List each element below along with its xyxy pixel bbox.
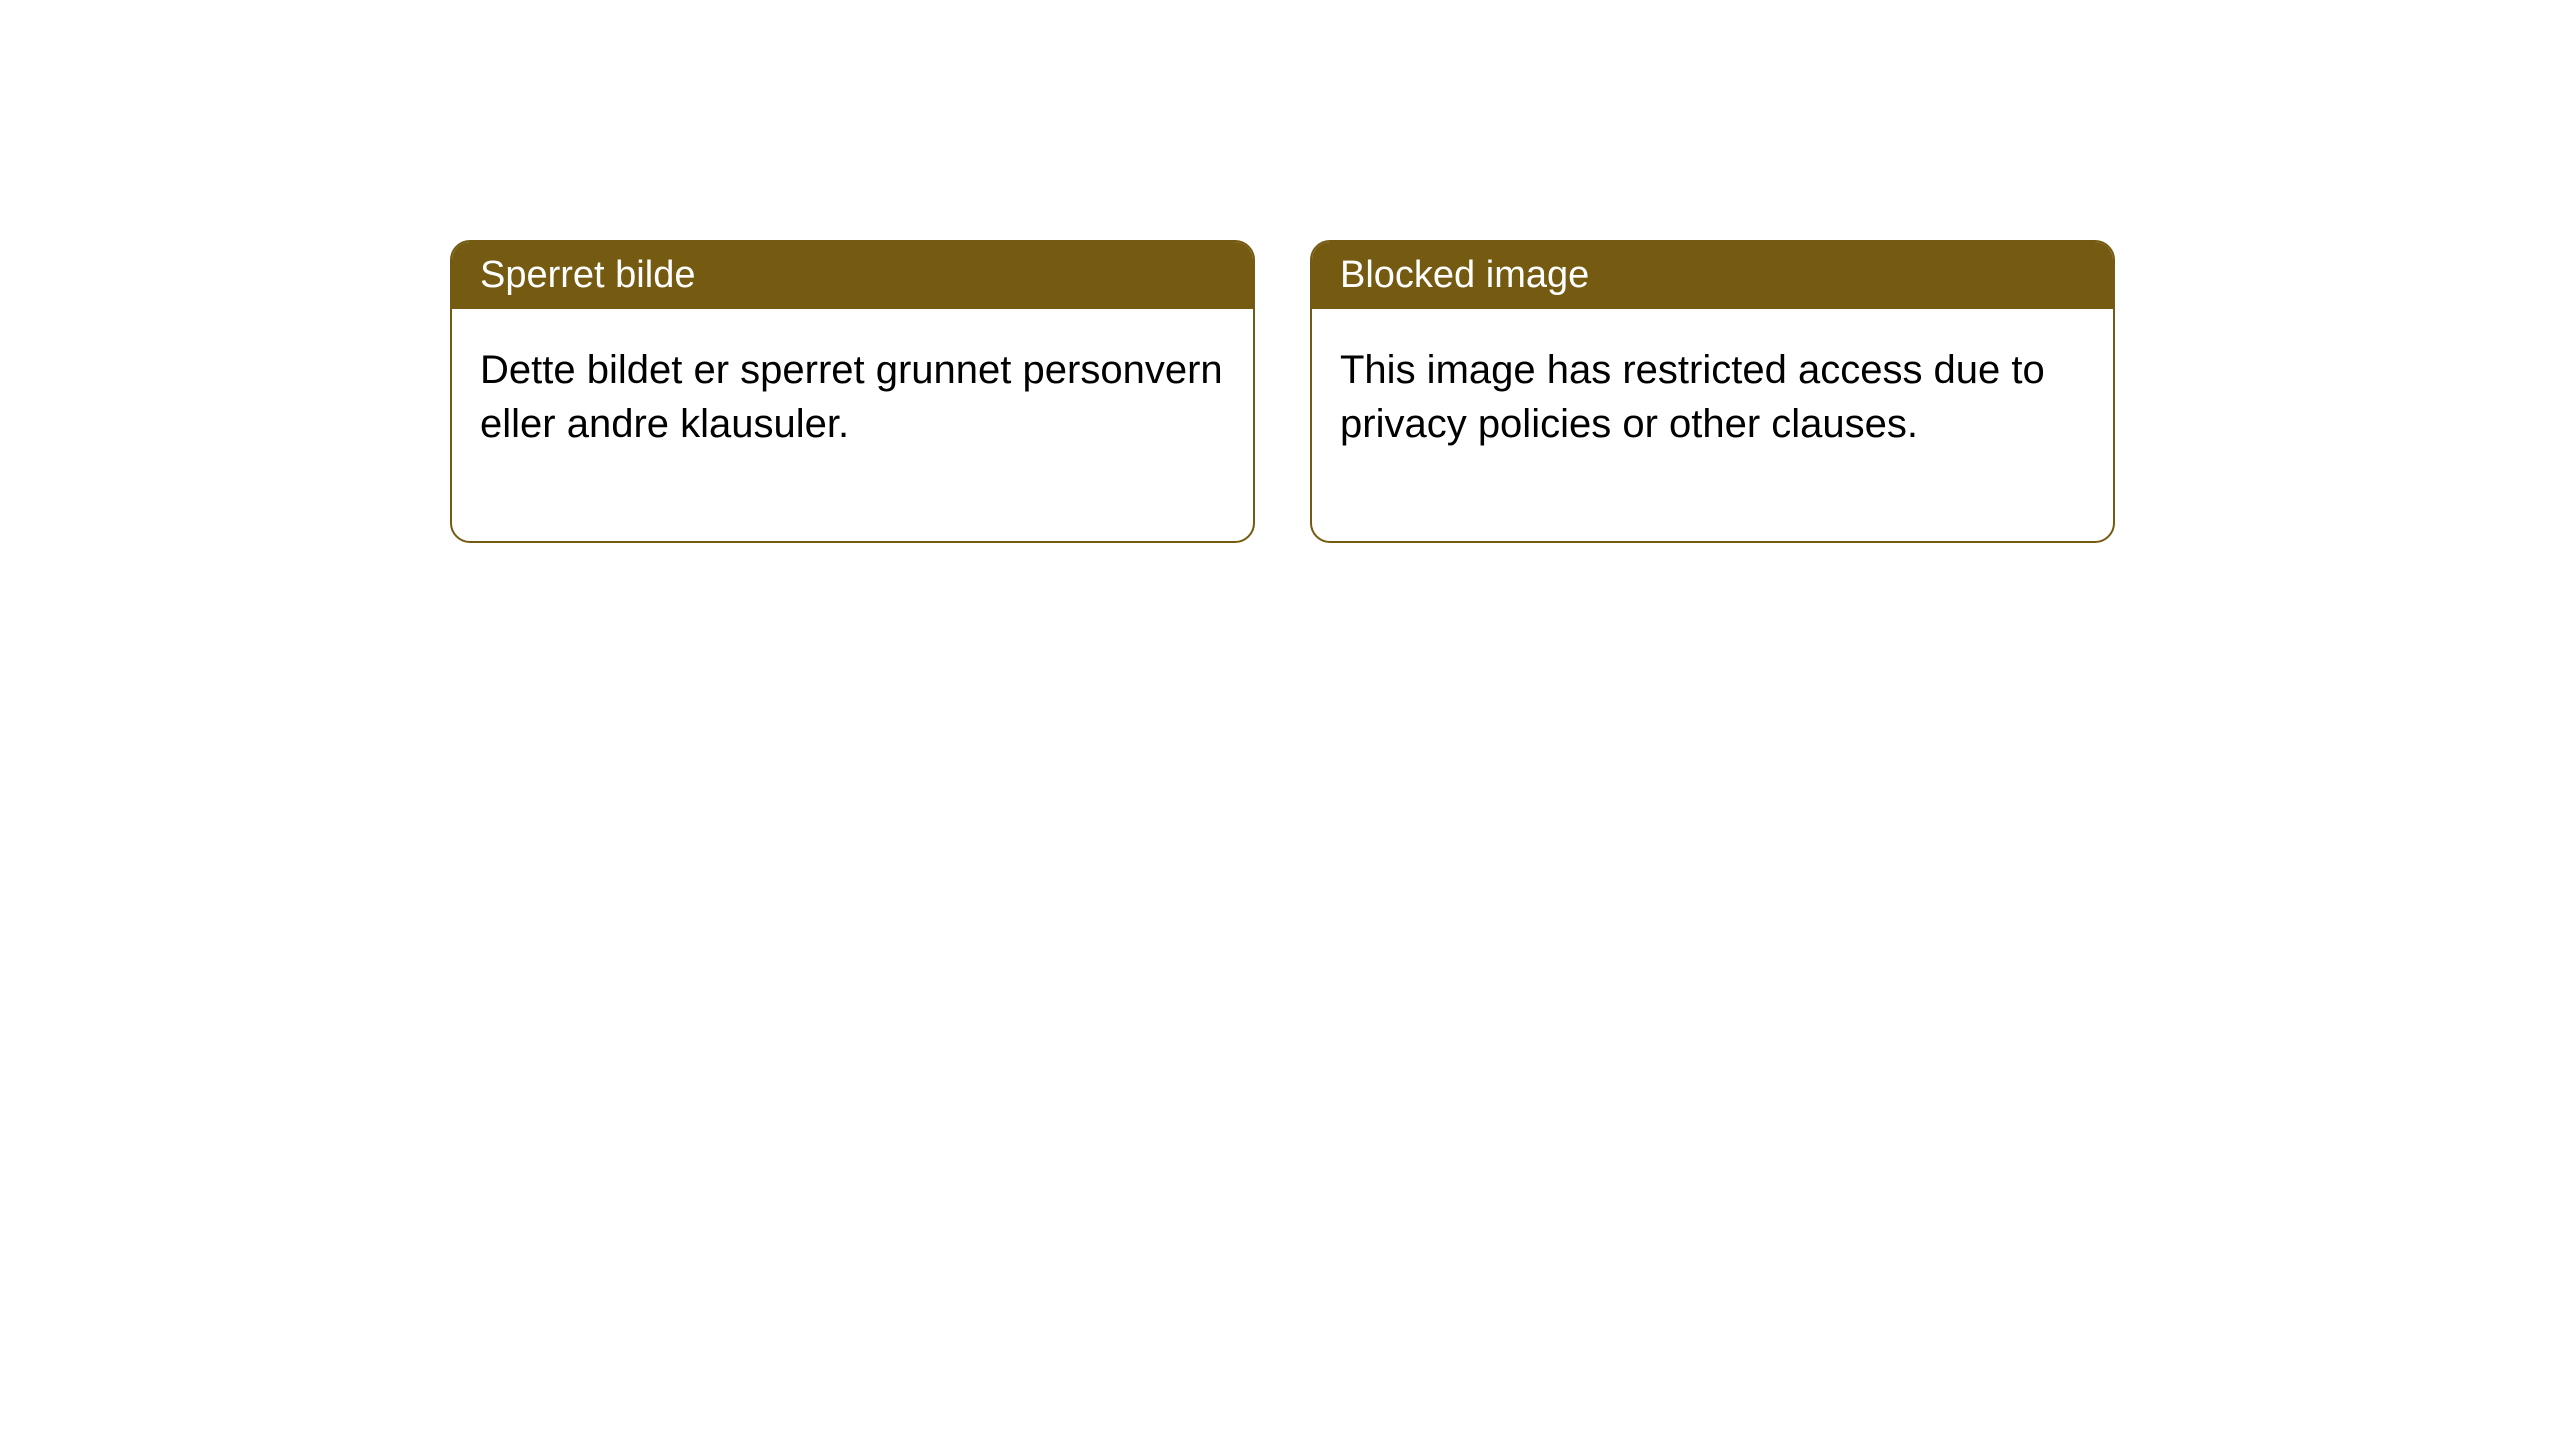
notice-body: Dette bildet er sperret grunnet personve… bbox=[452, 309, 1253, 541]
notice-card-norwegian: Sperret bilde Dette bildet er sperret gr… bbox=[450, 240, 1255, 543]
notice-container: Sperret bilde Dette bildet er sperret gr… bbox=[0, 0, 2560, 543]
notice-card-english: Blocked image This image has restricted … bbox=[1310, 240, 2115, 543]
notice-body: This image has restricted access due to … bbox=[1312, 309, 2113, 541]
notice-header: Blocked image bbox=[1312, 242, 2113, 309]
notice-header: Sperret bilde bbox=[452, 242, 1253, 309]
